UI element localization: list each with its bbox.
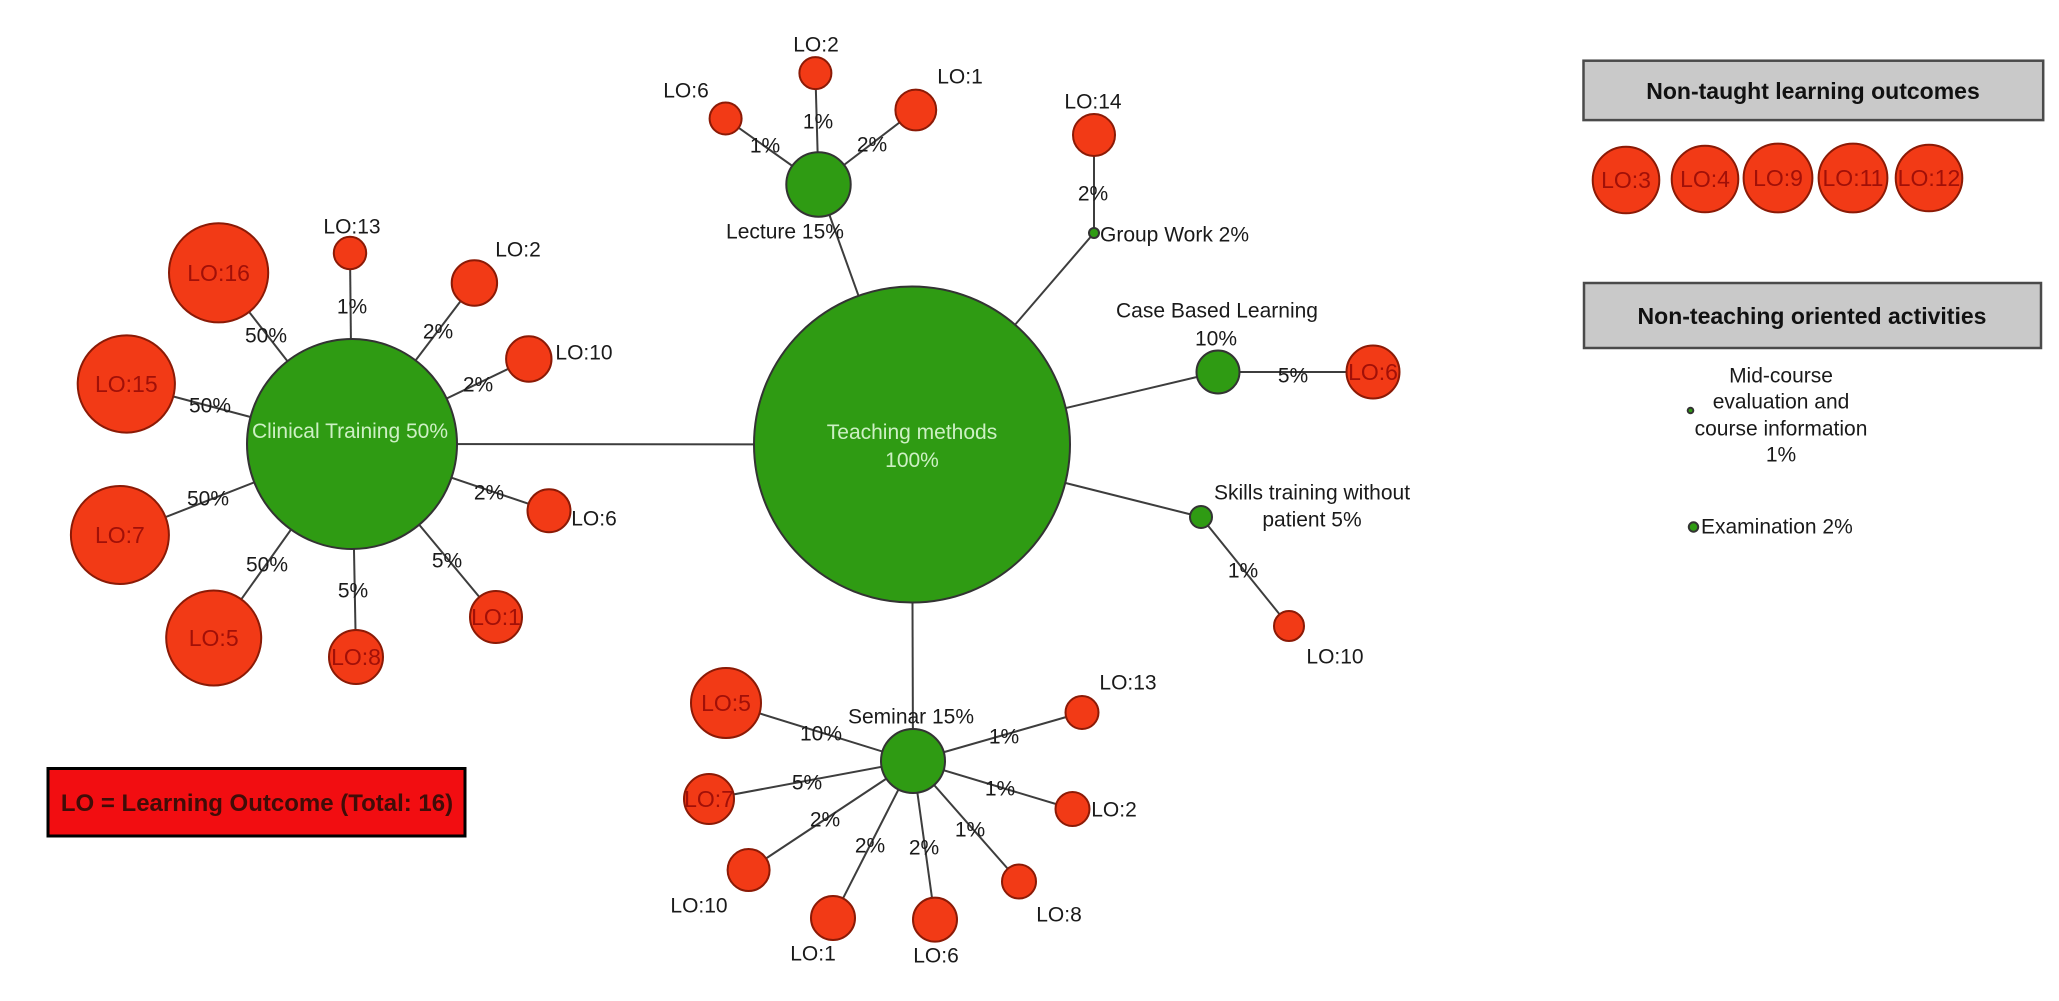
svg-text:50%: 50%: [245, 325, 287, 348]
svg-text:LO:13: LO:13: [323, 216, 380, 239]
svg-text:LO:7: LO:7: [684, 786, 734, 812]
svg-text:50%: 50%: [187, 488, 229, 511]
svg-text:Seminar 15%: Seminar 15%: [848, 706, 974, 729]
svg-text:LO:3: LO:3: [1601, 167, 1651, 193]
svg-text:LO:14: LO:14: [1064, 91, 1122, 114]
svg-text:5%: 5%: [432, 550, 462, 573]
svg-text:1%: 1%: [1766, 444, 1796, 467]
svg-text:LO:4: LO:4: [1680, 166, 1730, 192]
svg-text:LO:6: LO:6: [571, 508, 617, 531]
svg-text:Non-taught learning outcomes: Non-taught learning outcomes: [1646, 78, 1980, 104]
svg-text:50%: 50%: [189, 395, 231, 418]
svg-text:LO:1: LO:1: [790, 943, 836, 966]
svg-text:LO:13: LO:13: [1099, 672, 1156, 695]
svg-text:10%: 10%: [1195, 328, 1237, 351]
svg-text:Lecture 15%: Lecture 15%: [726, 221, 844, 244]
svg-text:LO:6: LO:6: [1348, 359, 1398, 385]
svg-text:patient 5%: patient 5%: [1262, 509, 1361, 532]
svg-text:5%: 5%: [792, 772, 822, 795]
svg-text:LO:6: LO:6: [913, 945, 959, 968]
svg-text:1%: 1%: [989, 726, 1019, 749]
svg-text:LO:2: LO:2: [1091, 799, 1137, 822]
svg-text:100%: 100%: [885, 449, 939, 472]
svg-text:2%: 2%: [463, 374, 493, 397]
svg-text:Teaching methods: Teaching methods: [827, 421, 997, 444]
svg-text:Non-teaching oriented activiti: Non-teaching oriented activities: [1638, 303, 1987, 329]
svg-text:5%: 5%: [338, 580, 368, 603]
svg-text:LO:16: LO:16: [187, 260, 250, 286]
svg-text:10%: 10%: [800, 723, 842, 746]
svg-text:Examination 2%: Examination 2%: [1701, 516, 1853, 539]
svg-text:course information: course information: [1695, 418, 1868, 441]
svg-text:evaluation and: evaluation and: [1713, 391, 1850, 414]
svg-text:LO:1: LO:1: [937, 66, 983, 89]
svg-text:2%: 2%: [909, 837, 939, 860]
svg-text:50%: 50%: [246, 554, 288, 577]
svg-text:2%: 2%: [474, 482, 504, 505]
svg-text:LO:7: LO:7: [95, 522, 145, 548]
svg-text:LO:12: LO:12: [1898, 165, 1961, 191]
svg-text:Mid-course: Mid-course: [1729, 365, 1833, 388]
svg-text:Skills training without: Skills training without: [1214, 482, 1410, 505]
svg-text:2%: 2%: [857, 134, 887, 157]
svg-text:LO:15: LO:15: [95, 371, 158, 397]
svg-text:LO:10: LO:10: [670, 895, 727, 918]
svg-text:Case Based Learning: Case Based Learning: [1116, 300, 1318, 323]
svg-text:LO:6: LO:6: [663, 80, 709, 103]
svg-text:LO:5: LO:5: [189, 625, 239, 651]
svg-text:1%: 1%: [750, 135, 780, 158]
svg-text:LO:2: LO:2: [793, 34, 839, 57]
svg-text:LO = Learning Outcome (Total:: LO = Learning Outcome (Total: 16): [61, 790, 453, 817]
svg-text:LO:10: LO:10: [1306, 646, 1363, 669]
svg-text:LO:8: LO:8: [1036, 904, 1082, 927]
svg-text:Group Work 2%: Group Work 2%: [1100, 224, 1249, 247]
svg-text:LO:8: LO:8: [331, 644, 381, 670]
svg-text:Clinical Training 50%: Clinical Training 50%: [252, 420, 448, 443]
svg-text:1%: 1%: [337, 296, 367, 319]
svg-text:LO:2: LO:2: [495, 239, 541, 262]
svg-text:LO:9: LO:9: [1753, 165, 1803, 191]
svg-text:LO:1: LO:1: [471, 604, 521, 630]
svg-text:1%: 1%: [985, 778, 1015, 801]
svg-text:2%: 2%: [855, 835, 885, 858]
svg-text:5%: 5%: [1278, 365, 1308, 388]
svg-text:2%: 2%: [423, 321, 453, 344]
svg-text:1%: 1%: [803, 111, 833, 134]
svg-text:1%: 1%: [1228, 560, 1258, 583]
svg-text:1%: 1%: [955, 819, 985, 842]
svg-text:LO:5: LO:5: [701, 690, 751, 716]
svg-text:2%: 2%: [810, 809, 840, 832]
svg-text:2%: 2%: [1078, 183, 1108, 206]
svg-text:LO:10: LO:10: [555, 342, 612, 365]
svg-text:LO:11: LO:11: [1823, 165, 1884, 191]
